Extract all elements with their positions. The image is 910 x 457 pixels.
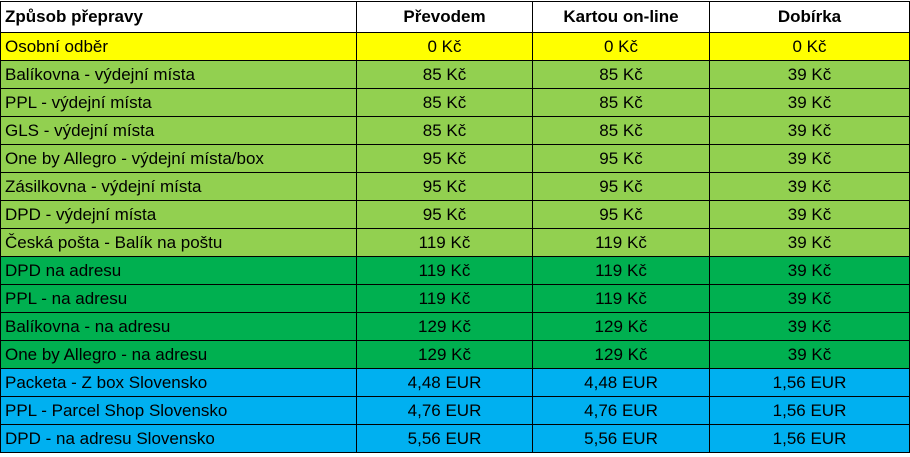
price-cell: 0 Kč [709,32,910,61]
price-cell: 119 Kč [532,228,710,257]
shipping-method: Osobní odběr [0,32,357,61]
price-cell: 5,56 EUR [356,424,533,453]
price-cell: 85 Kč [356,60,533,89]
price-cell: 85 Kč [532,60,710,89]
price-cell: 39 Kč [709,312,910,341]
price-cell: 95 Kč [532,144,710,173]
table-row: Česká pošta - Balík na poštu 119 Kč 119 Kč… [0,228,910,257]
table-row: One by Allegro - výdejní místa/box 95 Kč 9… [0,144,910,173]
price-cell: 39 Kč [709,256,910,285]
price-cell: 39 Kč [709,144,910,173]
price-cell: 39 Kč [709,340,910,369]
price-cell: 95 Kč [532,172,710,201]
price-cell: 129 Kč [532,312,710,341]
shipping-method: PPL - výdejní místa [0,88,357,117]
price-cell: 4,76 EUR [356,396,533,425]
price-cell: 85 Kč [356,116,533,145]
price-cell: 119 Kč [356,256,533,285]
table-row: GLS - výdejní místa 85 Kč 85 Kč 39 Kč [0,116,910,145]
shipping-method: Packeta - Z box Slovensko [0,368,357,397]
table-row: Zásilkovna - výdejní místa 95 Kč 95 Kč 39 K… [0,172,910,201]
price-cell: 119 Kč [356,284,533,313]
price-cell: 1,56 EUR [709,368,910,397]
price-cell: 5,56 EUR [532,424,710,453]
shipping-method: One by Allegro - výdejní místa/box [0,144,357,173]
price-cell: 39 Kč [709,228,910,257]
price-cell: 1,56 EUR [709,424,910,453]
table-row: Osobní odběr 0 Kč 0 Kč 0 Kč [0,32,910,61]
price-cell: 129 Kč [356,312,533,341]
shipping-method: Česká pošta - Balík na poštu [0,228,357,257]
price-cell: 95 Kč [356,200,533,229]
shipping-method: PPL - Parcel Shop Slovensko [0,396,357,425]
price-cell: 39 Kč [709,172,910,201]
shipping-method: Zásilkovna - výdejní místa [0,172,357,201]
price-cell: 85 Kč [532,116,710,145]
shipping-method: PPL - na adresu [0,284,357,313]
price-cell: 129 Kč [532,340,710,369]
price-cell: 4,48 EUR [532,368,710,397]
price-cell: 39 Kč [709,200,910,229]
header-cell: Kartou on-line [532,1,710,33]
table-row: DPD - výdejní místa 95 Kč 95 Kč 39 Kč [0,200,910,229]
price-cell: 119 Kč [532,284,710,313]
table-row: PPL - výdejní místa 85 Kč 85 Kč 39 Kč [0,88,910,117]
table-row: PPL - na adresu 119 Kč 119 Kč 39 Kč [0,284,910,313]
header-row: Způsob přepravy Převodem Kartou on-line Dob… [0,1,910,33]
table-row: DPD na adresu 119 Kč 119 Kč 39 Kč [0,256,910,285]
header-cell: Dobírka [709,1,910,33]
shipping-method: One by Allegro - na adresu [0,340,357,369]
price-cell: 1,56 EUR [709,396,910,425]
price-cell: 85 Kč [356,88,533,117]
price-cell: 4,76 EUR [532,396,710,425]
table-row: One by Allegro - na adresu 129 Kč 129 Kč 39… [0,340,910,369]
price-cell: 39 Kč [709,116,910,145]
price-cell: 95 Kč [356,172,533,201]
table-body: Osobní odběr 0 Kč 0 Kč 0 Kč Balíkovna - výde… [0,32,910,453]
shipping-method: DPD - výdejní místa [0,200,357,229]
shipping-method: GLS - výdejní místa [0,116,357,145]
price-cell: 0 Kč [532,32,710,61]
header-cell: Způsob přepravy [0,1,357,33]
table-row: Balíkovna - výdejní místa 85 Kč 85 Kč 39 Kč [0,60,910,89]
table-row: PPL - Parcel Shop Slovensko 4,76 EUR 4,76 … [0,396,910,425]
price-cell: 0 Kč [356,32,533,61]
price-cell: 85 Kč [532,88,710,117]
price-cell: 129 Kč [356,340,533,369]
shipping-method: Balíkovna - výdejní místa [0,60,357,89]
price-cell: 95 Kč [532,200,710,229]
price-cell: 95 Kč [356,144,533,173]
shipping-method: DPD - na adresu Slovensko [0,424,357,453]
header-cell: Převodem [356,1,533,33]
shipping-method: DPD na adresu [0,256,357,285]
price-cell: 4,48 EUR [356,368,533,397]
table-row: Packeta - Z box Slovensko 4,48 EUR 4,48 EU… [0,368,910,397]
price-cell: 39 Kč [709,284,910,313]
price-cell: 39 Kč [709,88,910,117]
price-cell: 119 Kč [356,228,533,257]
table-row: DPD - na adresu Slovensko 5,56 EUR 5,56 EU… [0,424,910,453]
shipping-method: Balíkovna - na adresu [0,312,357,341]
price-cell: 39 Kč [709,60,910,89]
table-row: Balíkovna - na adresu 129 Kč 129 Kč 39 Kč [0,312,910,341]
price-cell: 119 Kč [532,256,710,285]
